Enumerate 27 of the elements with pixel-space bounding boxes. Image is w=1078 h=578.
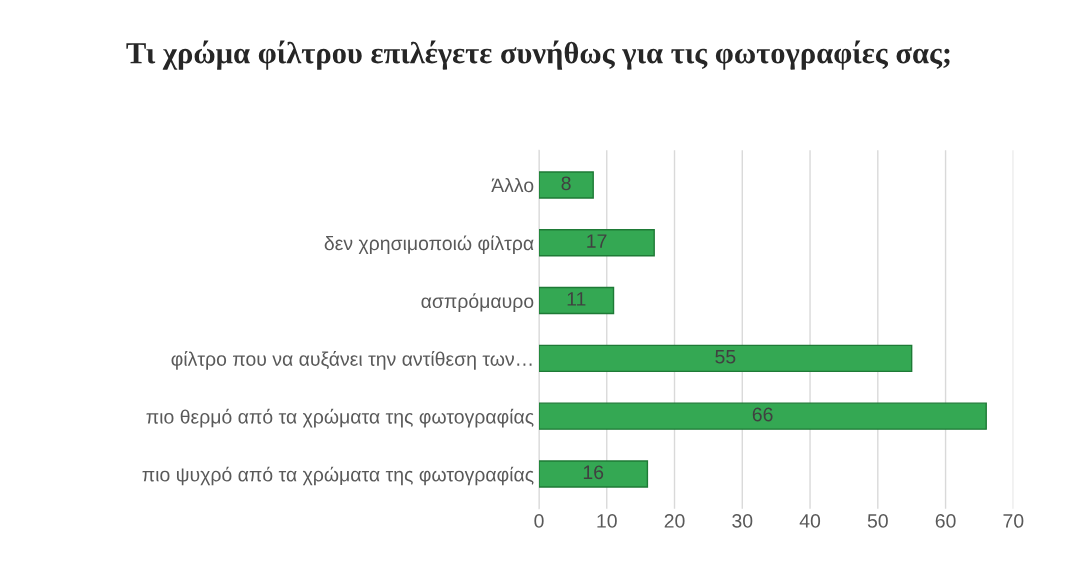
data-label: 17 bbox=[587, 234, 607, 248]
bar bbox=[539, 229, 655, 257]
x-tick-label: 10 bbox=[597, 514, 617, 528]
y-tick-label: δεν χρησιμοποιώ φίλτρα bbox=[324, 235, 534, 255]
x-tick-label: 50 bbox=[867, 514, 888, 528]
y-tick-label: πιο θερμό από τα χρώματα της φωτογραφίας bbox=[146, 408, 534, 428]
bar bbox=[539, 286, 615, 315]
y-tick-label: ασπρόμαυρο bbox=[421, 293, 534, 312]
chart-title: Τι χρώμα φίλτρου επιλέγετε συνήθως για τις φωτογραφίες σας; bbox=[126, 40, 950, 70]
data-label: 55 bbox=[715, 350, 736, 364]
bar bbox=[539, 344, 913, 373]
bar bbox=[539, 460, 649, 488]
x-tick-label: 0 bbox=[534, 514, 544, 528]
bar bbox=[539, 402, 987, 430]
x-tick-label: 40 bbox=[799, 514, 821, 528]
x-tick-label: 30 bbox=[732, 514, 753, 528]
x-tick-label: 60 bbox=[935, 514, 956, 528]
y-tick-label: Άλλο bbox=[491, 177, 534, 193]
y-tick-label: πιο ψυχρό από τα χρώματα της φωτογραφίας bbox=[142, 466, 534, 486]
x-tick-label: 70 bbox=[1003, 514, 1024, 528]
y-tick-label: φίλτρο που να αυξάνει την αντίθεση των… bbox=[171, 351, 532, 370]
x-tick-label: 20 bbox=[664, 514, 685, 528]
data-label: 8 bbox=[561, 176, 571, 191]
data-label: 16 bbox=[583, 465, 604, 480]
data-label: 11 bbox=[567, 292, 586, 306]
bar bbox=[539, 171, 594, 199]
data-label: 66 bbox=[752, 407, 773, 422]
